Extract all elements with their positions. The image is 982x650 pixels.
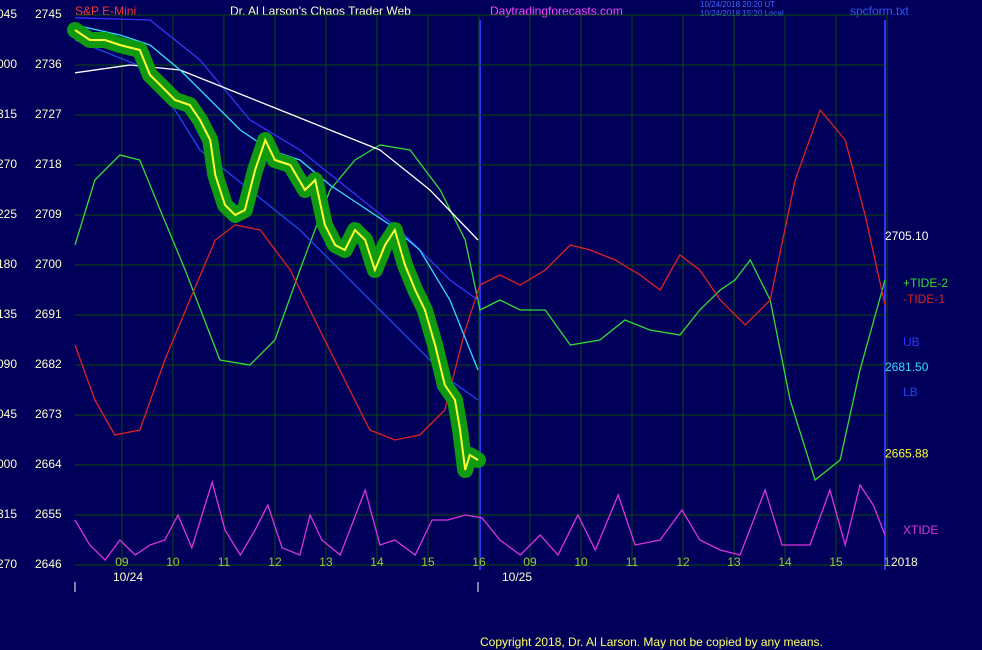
y-tick-label: 2682 <box>35 357 62 371</box>
y-tick-label: 2745 <box>35 7 62 21</box>
angle-label: 000 <box>0 457 17 471</box>
y-tick-label: 2700 <box>35 257 62 271</box>
angle-label: 225 <box>0 207 17 221</box>
copyright: Copyright 2018, Dr. Al Larson. May not b… <box>480 635 823 649</box>
x-tick-label: 10 <box>166 555 180 569</box>
last-value-label: 2705.10 <box>885 229 929 243</box>
angle-label: 045 <box>0 407 17 421</box>
x-tick-label: 13 <box>319 555 333 569</box>
angle-label: 270 <box>0 557 17 571</box>
y-tick-label: 2646 <box>35 557 62 571</box>
series-line <box>74 108 886 441</box>
year-label: 2018 <box>891 555 918 569</box>
x-tick-label: 11 <box>626 555 639 569</box>
x-tick-label: 12 <box>676 555 690 569</box>
legend-label: +TIDE-2 <box>903 276 948 290</box>
x-tick-label: 14 <box>778 555 792 569</box>
x-tick-label: 09 <box>523 555 537 569</box>
day-label: 10/25 <box>502 570 532 584</box>
day-label: 10/24 <box>113 570 143 584</box>
chart-title: Dr. Al Larson's Chaos Trader Web <box>230 4 411 18</box>
x-tick-label: 10 <box>574 555 588 569</box>
series-line <box>74 479 886 561</box>
angle-label: 045 <box>0 7 17 21</box>
x-tick-label: 15 <box>421 555 435 569</box>
angle-label: 315 <box>0 107 17 121</box>
x-tick-label: 11 <box>218 555 231 569</box>
legend-label: LB <box>903 385 918 399</box>
y-tick-label: 2664 <box>35 457 62 471</box>
y-tick-label: 2718 <box>35 157 62 171</box>
angle-label: 270 <box>0 157 17 171</box>
symbol: S&P E-Mini <box>75 4 136 18</box>
y-tick-label: 2727 <box>35 107 62 121</box>
y-tick-label: 2736 <box>35 57 62 71</box>
x-tick-label: 1 <box>884 555 891 569</box>
legend-label: XTIDE <box>903 523 938 537</box>
x-tick-label: 12 <box>268 555 282 569</box>
legend-label: -TIDE-1 <box>903 292 945 306</box>
timestamp: 10/24/2018 20:20 UT <box>700 0 775 9</box>
timestamp: 10/24/2018 15:20 Local <box>700 9 784 18</box>
angle-label: 315 <box>0 507 17 521</box>
series-line <box>74 17 479 301</box>
angle-label: 000 <box>0 57 17 71</box>
y-tick-label: 2691 <box>35 307 62 321</box>
x-tick-label: 16 <box>472 555 486 569</box>
last-value-label: 2665.88 <box>885 447 929 461</box>
legend-label: UB <box>903 335 920 349</box>
series-line <box>74 144 886 482</box>
y-tick-label: 2709 <box>35 207 62 221</box>
series-line <box>74 29 479 471</box>
file-name: spcform.txt <box>850 4 909 18</box>
angle-label: 180 <box>0 257 17 271</box>
x-tick-label: 15 <box>829 555 843 569</box>
y-tick-label: 2673 <box>35 407 62 421</box>
angle-label: 135 <box>0 307 17 321</box>
last-value-label: 2681.50 <box>885 360 929 374</box>
angle-label: 090 <box>0 357 17 371</box>
site: Daytradingforecasts.com <box>490 4 623 18</box>
x-tick-label: 13 <box>727 555 741 569</box>
y-tick-label: 2655 <box>35 507 62 521</box>
x-tick-label: 09 <box>115 555 129 569</box>
x-tick-label: 14 <box>370 555 384 569</box>
